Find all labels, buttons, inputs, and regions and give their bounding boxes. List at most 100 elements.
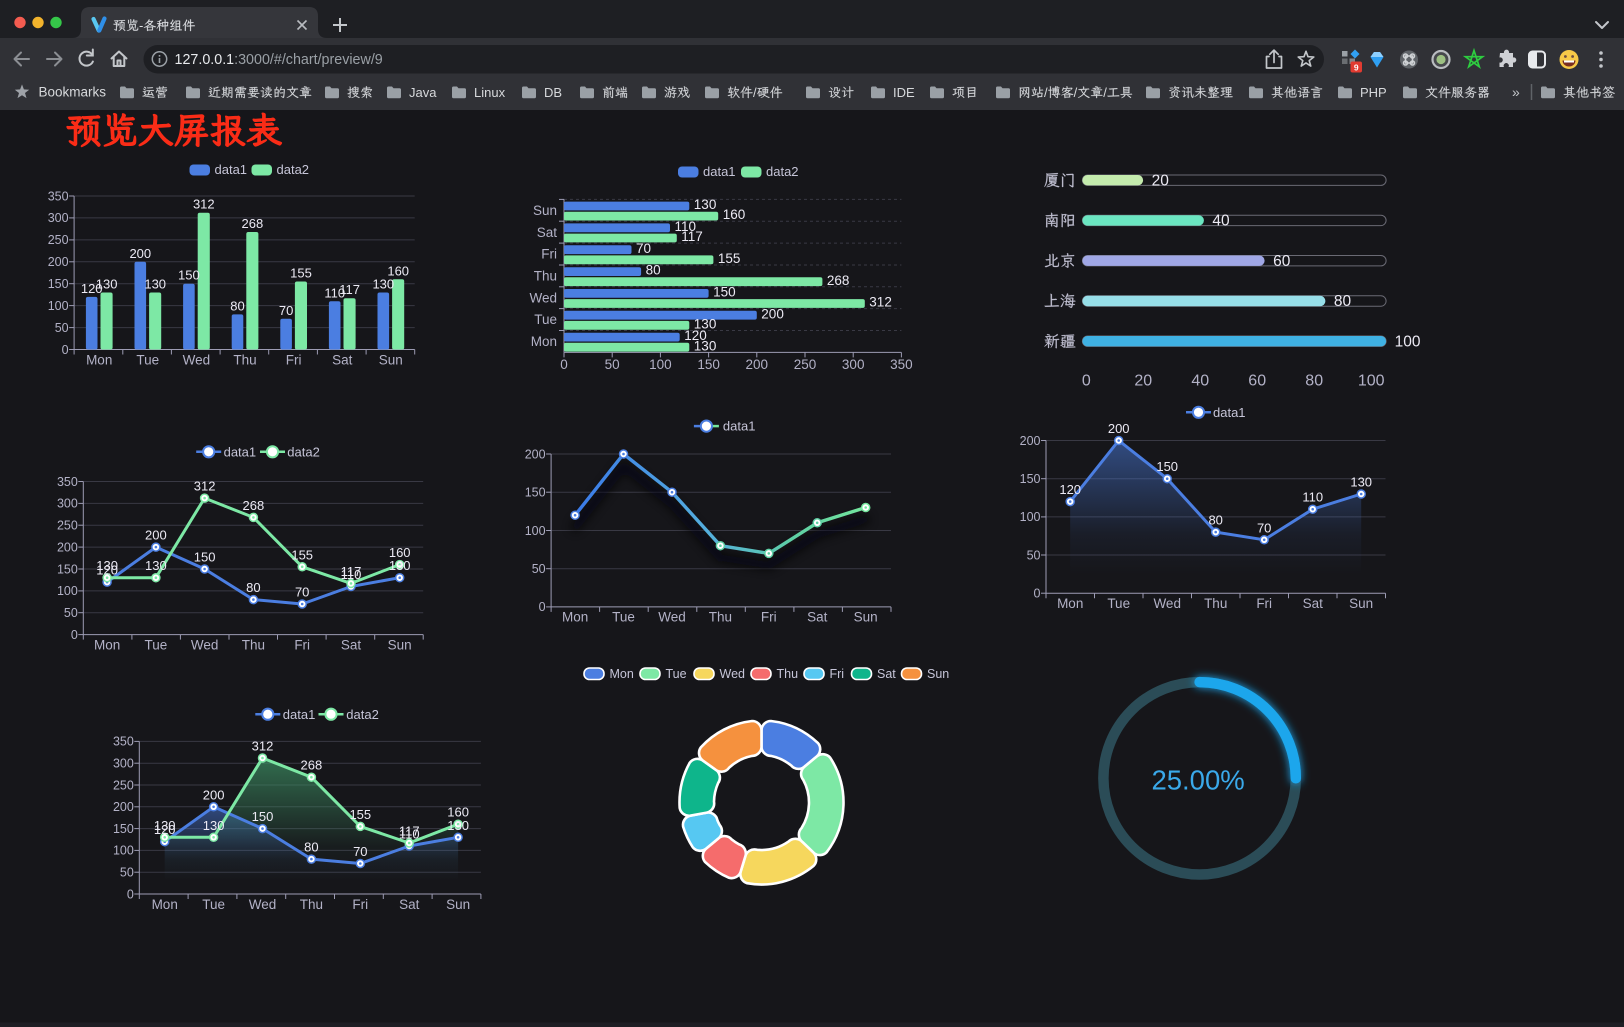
svg-text:300: 300 bbox=[842, 357, 865, 372]
svg-text:200: 200 bbox=[525, 447, 546, 461]
svg-text:Fri: Fri bbox=[541, 247, 557, 262]
svg-text:350: 350 bbox=[113, 735, 134, 749]
svg-text:data1: data1 bbox=[723, 419, 756, 434]
svg-text:Mon: Mon bbox=[610, 667, 634, 681]
svg-text:9: 9 bbox=[1354, 62, 1359, 72]
svg-text:/: / bbox=[1044, 85, 1048, 100]
svg-text:150: 150 bbox=[1020, 472, 1041, 486]
svg-text:Wed: Wed bbox=[1153, 596, 1181, 611]
svg-text:Wed: Wed bbox=[249, 897, 277, 912]
svg-text:80: 80 bbox=[246, 580, 260, 595]
svg-text:150: 150 bbox=[48, 277, 69, 291]
svg-text:20: 20 bbox=[1134, 373, 1152, 390]
svg-text:70: 70 bbox=[636, 241, 651, 256]
svg-text:350: 350 bbox=[48, 189, 69, 203]
svg-text:160: 160 bbox=[723, 207, 746, 222]
svg-text:Thu: Thu bbox=[1204, 596, 1227, 611]
svg-text:Mon: Mon bbox=[562, 610, 588, 625]
svg-text:data2: data2 bbox=[346, 707, 379, 722]
svg-text:50: 50 bbox=[1027, 548, 1041, 562]
svg-text:60: 60 bbox=[1273, 253, 1291, 270]
svg-text:0: 0 bbox=[127, 887, 134, 901]
svg-text:Sat: Sat bbox=[537, 225, 558, 240]
svg-text:155: 155 bbox=[290, 266, 312, 281]
svg-text:110: 110 bbox=[399, 827, 420, 842]
svg-text:Linux: Linux bbox=[474, 85, 506, 100]
svg-text:Thu: Thu bbox=[300, 897, 323, 912]
svg-text:Thu: Thu bbox=[242, 638, 265, 653]
svg-text:Tue: Tue bbox=[1107, 596, 1130, 611]
svg-text:250: 250 bbox=[48, 233, 69, 247]
svg-text:Thu: Thu bbox=[233, 353, 256, 368]
svg-text:160: 160 bbox=[387, 263, 409, 278]
svg-text:Wed: Wed bbox=[529, 290, 557, 305]
svg-text:100: 100 bbox=[57, 584, 78, 598]
svg-text:-: - bbox=[139, 18, 143, 33]
svg-text:Fri: Fri bbox=[352, 897, 368, 912]
svg-text:Thu: Thu bbox=[534, 269, 557, 284]
svg-text:150: 150 bbox=[178, 268, 200, 283]
svg-text:data1: data1 bbox=[224, 444, 257, 459]
svg-text:300: 300 bbox=[113, 757, 134, 771]
svg-text:Sun: Sun bbox=[927, 667, 949, 681]
svg-text:0: 0 bbox=[1082, 373, 1091, 390]
svg-text:Thu: Thu bbox=[709, 610, 732, 625]
svg-text:110: 110 bbox=[675, 219, 697, 234]
svg-text:Tue: Tue bbox=[145, 638, 168, 653]
svg-text:200: 200 bbox=[1020, 434, 1041, 448]
svg-text:130: 130 bbox=[145, 558, 167, 573]
svg-text:Tue: Tue bbox=[202, 897, 225, 912]
svg-text:Mon: Mon bbox=[152, 897, 178, 912]
svg-text:312: 312 bbox=[194, 479, 216, 494]
svg-text:80: 80 bbox=[304, 840, 318, 855]
svg-text:110: 110 bbox=[341, 567, 362, 582]
svg-text:DB: DB bbox=[544, 85, 562, 100]
svg-text:Fri: Fri bbox=[286, 353, 302, 368]
svg-text:120: 120 bbox=[96, 563, 118, 578]
svg-text:200: 200 bbox=[761, 306, 784, 321]
svg-text:Bookmarks: Bookmarks bbox=[39, 85, 107, 100]
svg-text:100: 100 bbox=[649, 357, 672, 372]
svg-text:Fri: Fri bbox=[294, 638, 310, 653]
svg-text:117: 117 bbox=[341, 564, 362, 579]
svg-text:150: 150 bbox=[57, 562, 78, 576]
svg-text:117: 117 bbox=[399, 824, 420, 839]
svg-text:155: 155 bbox=[291, 547, 313, 562]
svg-text:300: 300 bbox=[57, 497, 78, 511]
svg-text:130: 130 bbox=[447, 818, 469, 833]
svg-text:Tue: Tue bbox=[534, 312, 557, 327]
svg-text:130: 130 bbox=[96, 558, 118, 573]
svg-text:268: 268 bbox=[301, 758, 323, 773]
svg-text:Tue: Tue bbox=[136, 353, 159, 368]
svg-text:130: 130 bbox=[389, 558, 411, 573]
svg-text:80: 80 bbox=[646, 263, 661, 278]
svg-text:350: 350 bbox=[57, 475, 78, 489]
svg-text:80: 80 bbox=[1334, 293, 1352, 310]
svg-text:Mon: Mon bbox=[531, 334, 557, 349]
svg-text:150: 150 bbox=[525, 486, 546, 500]
svg-text:Mon: Mon bbox=[1057, 596, 1083, 611]
svg-text:50: 50 bbox=[55, 321, 69, 335]
svg-text:70: 70 bbox=[353, 844, 367, 859]
svg-text:Fri: Fri bbox=[761, 610, 777, 625]
svg-text:Sat: Sat bbox=[341, 638, 362, 653]
svg-text:50: 50 bbox=[64, 606, 78, 620]
svg-text:268: 268 bbox=[827, 273, 850, 288]
svg-text:300: 300 bbox=[48, 211, 69, 225]
svg-text:312: 312 bbox=[869, 295, 892, 310]
svg-text:130: 130 bbox=[154, 818, 176, 833]
svg-text:150: 150 bbox=[713, 285, 736, 300]
svg-text:80: 80 bbox=[1208, 513, 1222, 528]
svg-text:60: 60 bbox=[1248, 373, 1266, 390]
svg-text:data1: data1 bbox=[703, 164, 736, 179]
svg-text:155: 155 bbox=[349, 807, 371, 822]
svg-text:50: 50 bbox=[532, 562, 546, 576]
svg-text:Fri: Fri bbox=[830, 667, 845, 681]
svg-text:200: 200 bbox=[113, 800, 134, 814]
svg-text:Sat: Sat bbox=[1303, 596, 1324, 611]
svg-text:70: 70 bbox=[1257, 520, 1271, 535]
svg-text:100: 100 bbox=[1020, 510, 1041, 524]
svg-text:Sat: Sat bbox=[332, 353, 353, 368]
svg-text:120: 120 bbox=[154, 822, 176, 837]
svg-text:200: 200 bbox=[746, 357, 769, 372]
